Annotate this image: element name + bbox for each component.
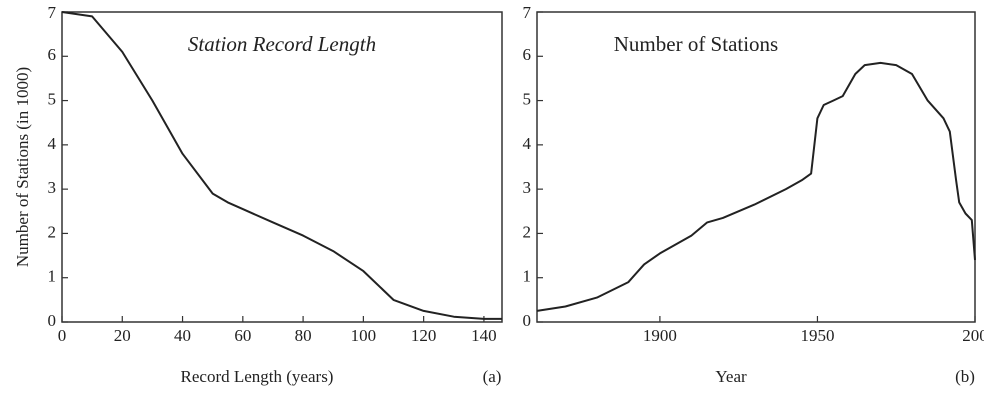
x-tick-label: 200 — [962, 326, 984, 345]
y-tick-label: 3 — [48, 178, 57, 197]
y-tick-label: 4 — [523, 134, 532, 153]
y-tick-label: 0 — [48, 311, 57, 330]
x-tick-label: 60 — [234, 326, 251, 345]
x-axis-label: Year — [715, 367, 747, 386]
x-tick-label: 40 — [174, 326, 191, 345]
x-axis-label: Record Length (years) — [181, 367, 334, 386]
y-tick-label: 5 — [523, 89, 532, 108]
y-tick-label: 1 — [523, 267, 532, 286]
y-tick-label: 6 — [523, 45, 532, 64]
y-tick-label: 7 — [48, 3, 57, 22]
y-axis-label: Number of Stations (in 1000) — [13, 67, 32, 267]
y-tick-label: 5 — [48, 89, 57, 108]
data-line — [536, 61, 976, 312]
y-tick-label: 4 — [48, 134, 57, 153]
chart-title: Number of Stations — [614, 32, 778, 56]
y-tick-label: 1 — [48, 267, 57, 286]
y-tick-label: 0 — [523, 311, 532, 330]
y-tick-label: 2 — [48, 222, 57, 241]
y-tick-label: 7 — [523, 3, 532, 22]
x-tick-label: 1900 — [643, 326, 677, 345]
x-tick-label: 1950 — [800, 326, 834, 345]
x-tick-label: 120 — [411, 326, 437, 345]
y-tick-label: 3 — [523, 178, 532, 197]
plot-frame — [61, 11, 503, 323]
x-tick-label: 0 — [58, 326, 67, 345]
panel-label: (a) — [483, 367, 502, 386]
data-line — [61, 11, 502, 320]
panel-label: (b) — [955, 367, 975, 386]
plot-frame — [536, 11, 976, 323]
x-tick-label: 140 — [471, 326, 497, 345]
x-tick-label: 100 — [351, 326, 377, 345]
chart-title: Station Record Length — [188, 32, 376, 56]
y-tick-label: 2 — [523, 222, 532, 241]
x-tick-label: 80 — [295, 326, 312, 345]
x-tick-label: 20 — [114, 326, 131, 345]
y-tick-label: 6 — [48, 45, 57, 64]
